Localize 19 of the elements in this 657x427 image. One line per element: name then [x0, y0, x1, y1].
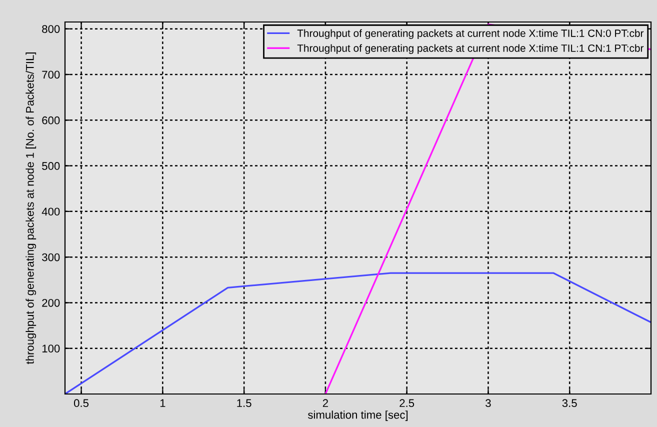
y-axis-title: throughput of generating packets at node 1 [No. of Packets/TIL] — [26, 52, 36, 364]
x-tick-label: 2 — [322, 399, 328, 407]
x-tick-label: 0.5 — [74, 399, 89, 408]
legend-label: Throughput of generating packets at current node X:time TIL:1 CN:0 PT:cbr — [297, 29, 644, 39]
x-tick-label: 1.5 — [237, 399, 252, 408]
y-tick-label: 200 — [42, 298, 60, 307]
x-axis-title: simulation time [sec] — [308, 410, 408, 421]
y-tick-label: 500 — [42, 162, 60, 170]
y-tick-label: 300 — [42, 253, 60, 262]
y-tick-label: 400 — [42, 208, 60, 216]
y-tick-label: 700 — [42, 70, 60, 79]
y-tick-label: 800 — [42, 25, 60, 33]
y-tick-label: 100 — [42, 344, 60, 352]
x-tick-label: 3 — [486, 399, 491, 408]
legend-label: Throughput of generating packets at current node X:time TIL:1 CN:1 PT:cbr — [297, 44, 644, 54]
y-tick-label: 600 — [42, 116, 60, 124]
x-tick-label: 1 — [160, 399, 166, 407]
x-tick-label: 3.5 — [562, 399, 577, 408]
x-tick-label: 2.5 — [400, 399, 414, 408]
